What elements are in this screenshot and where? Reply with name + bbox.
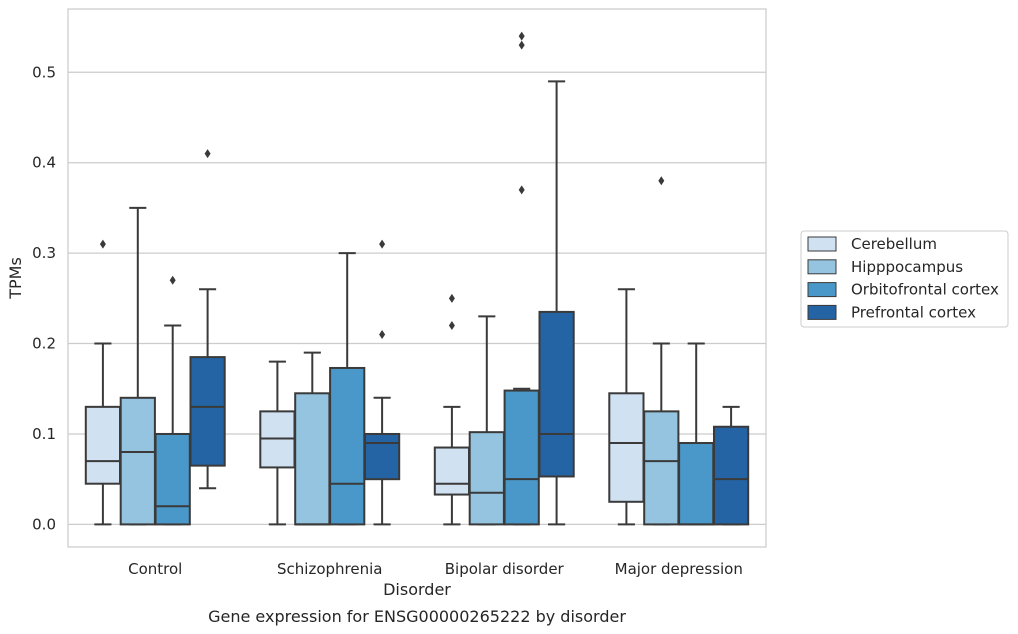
box <box>84 405 122 485</box>
outlier-point <box>658 176 665 186</box>
outlier-point <box>518 31 525 41</box>
box-group <box>154 275 191 526</box>
x-tick-label: Control <box>128 560 182 578</box>
outlier-point <box>379 330 386 340</box>
box <box>154 432 191 526</box>
y-tick-label: 0.1 <box>32 425 56 443</box>
box-group <box>468 315 505 526</box>
outlier-point <box>204 149 211 159</box>
legend-label: Cerebellum <box>851 235 937 253</box>
chart-title: Gene expression for ENSG00000265222 by d… <box>208 607 626 626</box>
y-tick-label: 0.3 <box>32 244 56 262</box>
legend-label: Hipppocampus <box>851 258 963 276</box>
box-group <box>363 239 401 526</box>
box <box>712 425 750 526</box>
legend-swatch <box>807 236 837 252</box>
legend-label: Prefrontal cortex <box>851 303 976 321</box>
boxes-layer <box>84 31 750 526</box>
box-group <box>294 351 331 526</box>
outlier-point <box>379 239 386 249</box>
outlier-point <box>99 239 106 249</box>
x-axis-label: Disorder <box>383 580 451 599</box>
box-group <box>643 176 680 526</box>
box <box>119 396 156 526</box>
box-group <box>189 149 226 490</box>
legend-label: Orbitofrontal cortex <box>851 281 999 299</box>
box-group <box>503 31 540 526</box>
box-group <box>712 405 750 526</box>
box <box>329 366 366 526</box>
outlier-point <box>518 40 525 50</box>
y-tick-labels: 0.0 0.1 0.2 0.3 0.4 0.5 <box>32 63 56 533</box>
y-axis-label: TPMs <box>6 257 25 300</box>
box-group <box>433 293 471 526</box>
box-group <box>259 360 296 526</box>
y-tick-label: 0.2 <box>32 335 56 353</box>
box-group <box>329 252 366 526</box>
x-tick-label: Major depression <box>615 560 743 578</box>
box <box>363 432 401 481</box>
x-tick-labels: Control Schizophrenia Bipolar disorder Majo… <box>128 560 743 578</box>
legend-swatch <box>807 259 837 275</box>
legend-swatch <box>807 282 837 298</box>
outlier-point <box>448 293 455 303</box>
box <box>433 446 471 496</box>
box <box>503 389 540 526</box>
x-tick-label: Bipolar disorder <box>445 560 565 578</box>
box <box>643 410 680 526</box>
box <box>608 392 645 503</box>
outlier-point <box>169 275 176 285</box>
legend: Cerebellum Hipppocampus Orbitofrontal cort… <box>800 230 1009 328</box>
box-group <box>608 288 645 526</box>
box <box>678 442 715 526</box>
legend-swatch <box>807 304 837 320</box>
x-tick-label: Schizophrenia <box>277 560 382 578</box>
box <box>538 310 575 478</box>
outlier-point <box>448 320 455 330</box>
box-group <box>538 80 575 526</box>
box <box>468 431 505 526</box>
box <box>189 356 226 467</box>
box-group <box>84 239 122 526</box>
outlier-point <box>518 185 525 195</box>
y-tick-label: 0.5 <box>32 63 56 81</box>
legend-frame <box>800 230 1009 328</box>
box-group <box>119 206 156 526</box>
y-tick-label: 0.0 <box>32 515 56 533</box>
y-tick-label: 0.4 <box>32 154 56 172</box>
box <box>294 392 331 526</box>
plot-frame <box>67 8 767 548</box>
